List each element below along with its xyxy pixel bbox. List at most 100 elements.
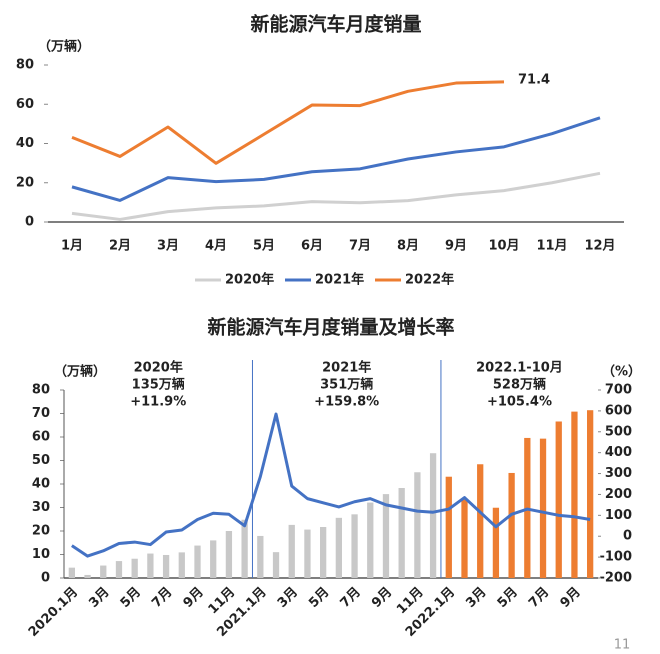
y2-tick-label: 300 <box>605 466 632 481</box>
line-series <box>71 116 601 202</box>
bar <box>147 553 154 578</box>
y2-tick-label: 700 <box>605 383 632 398</box>
bar <box>461 499 468 578</box>
x-tick-label: 7月 <box>526 585 552 611</box>
x-tick-label: 9月 <box>181 585 207 611</box>
line-series <box>71 80 505 165</box>
chart-title: 新能源汽车月度销量 <box>250 13 421 36</box>
bar <box>429 453 437 578</box>
annotation: +11.9% <box>130 395 186 410</box>
x-tick-label: 9月 <box>369 585 395 611</box>
bar <box>445 476 452 578</box>
bar <box>304 529 311 578</box>
bar <box>414 472 421 578</box>
bar <box>194 545 201 578</box>
x-tick-label: 5月 <box>495 585 521 611</box>
y-tick-label: 20 <box>16 175 34 190</box>
bar <box>571 411 578 578</box>
annotation: 135万辆 <box>132 377 185 393</box>
y-tick-label: 80 <box>32 383 50 398</box>
x-tick-label: 3月 <box>86 585 112 611</box>
y-tick-label: 20 <box>32 524 50 539</box>
x-tick-label: 5月 <box>306 585 332 611</box>
bar <box>367 502 374 578</box>
y-tick-label: 40 <box>16 136 34 151</box>
x-tick-label: 9月 <box>445 239 467 254</box>
bar <box>288 524 295 578</box>
bar <box>162 554 170 578</box>
y-tick-label: 60 <box>32 430 50 445</box>
x-tick-label: 7月 <box>149 585 175 611</box>
x-tick-label: 10月 <box>488 239 519 254</box>
y2-axis-label: （%） <box>602 364 641 380</box>
x-tick-label: 3月 <box>463 585 489 611</box>
y-tick-label: 60 <box>16 97 34 112</box>
y-axis-label: （万辆） <box>38 39 90 55</box>
x-tick-label: 2020.1月 <box>26 585 81 640</box>
x-tick-label: 5月 <box>253 239 275 254</box>
bar <box>508 472 515 578</box>
bar <box>131 558 138 578</box>
x-tick-label: 6月 <box>301 239 323 254</box>
annotation: 351万辆 <box>320 377 373 393</box>
y2-tick-label: 100 <box>605 508 632 523</box>
bar <box>492 507 500 578</box>
x-tick-label: 7月 <box>349 239 371 254</box>
bar <box>335 517 342 578</box>
y2-tick-label: -200 <box>599 571 632 586</box>
page-number: 11 <box>614 638 631 653</box>
y2-tick-label: 0 <box>623 529 632 544</box>
bar <box>257 535 264 578</box>
bar <box>477 464 484 578</box>
x-tick-label: 4月 <box>205 239 227 254</box>
bar <box>539 438 547 578</box>
y-tick-label: 0 <box>25 215 34 230</box>
y-axis-label: （万辆） <box>54 364 106 380</box>
line-series <box>71 412 591 558</box>
y2-tick-label: 400 <box>605 445 632 460</box>
annotation: 2020年 <box>134 360 183 376</box>
bar <box>241 519 248 578</box>
bar <box>351 514 358 578</box>
y-tick-label: 80 <box>16 58 34 73</box>
legend-label: 2021年 <box>315 272 364 288</box>
y-tick-label: 30 <box>32 500 50 515</box>
x-tick-label: 12月 <box>584 239 615 254</box>
y-tick-label: 70 <box>32 406 50 421</box>
legend-label: 2020年 <box>225 272 274 288</box>
bar <box>225 531 233 578</box>
y2-tick-label: -100 <box>599 550 632 565</box>
x-tick-label: 3月 <box>275 585 301 611</box>
chart-title: 新能源汽车月度销量及增长率 <box>207 316 454 339</box>
x-tick-label: 3月 <box>157 239 179 254</box>
bar <box>398 487 405 578</box>
x-tick-label: 9月 <box>558 585 584 611</box>
y2-tick-label: 600 <box>605 403 632 418</box>
annotation: +159.8% <box>314 395 379 410</box>
annotation: 2022.1-10月 <box>476 361 563 376</box>
x-tick-label: 11月 <box>536 239 567 254</box>
bar <box>178 552 185 578</box>
bar <box>555 421 562 578</box>
x-tick-label: 2月 <box>109 239 131 254</box>
y2-tick-label: 200 <box>605 487 632 502</box>
y-tick-label: 10 <box>32 547 50 562</box>
bar <box>210 540 217 578</box>
bar <box>272 552 280 578</box>
bar <box>84 574 91 578</box>
annotation: +105.4% <box>487 395 552 410</box>
annotation: 71.4 <box>518 72 550 87</box>
x-tick-label: 1月 <box>61 239 83 254</box>
legend-label: 2022年 <box>405 272 454 288</box>
bar <box>68 567 75 578</box>
y-tick-label: 50 <box>32 453 50 468</box>
annotation: 2021年 <box>322 360 371 376</box>
annotation: 528万辆 <box>493 377 546 393</box>
x-tick-label: 7月 <box>338 585 364 611</box>
x-tick-label: 8月 <box>397 239 419 254</box>
y-tick-label: 0 <box>41 571 50 586</box>
y-tick-label: 40 <box>32 477 50 492</box>
bar <box>115 561 123 578</box>
bar <box>320 527 327 578</box>
